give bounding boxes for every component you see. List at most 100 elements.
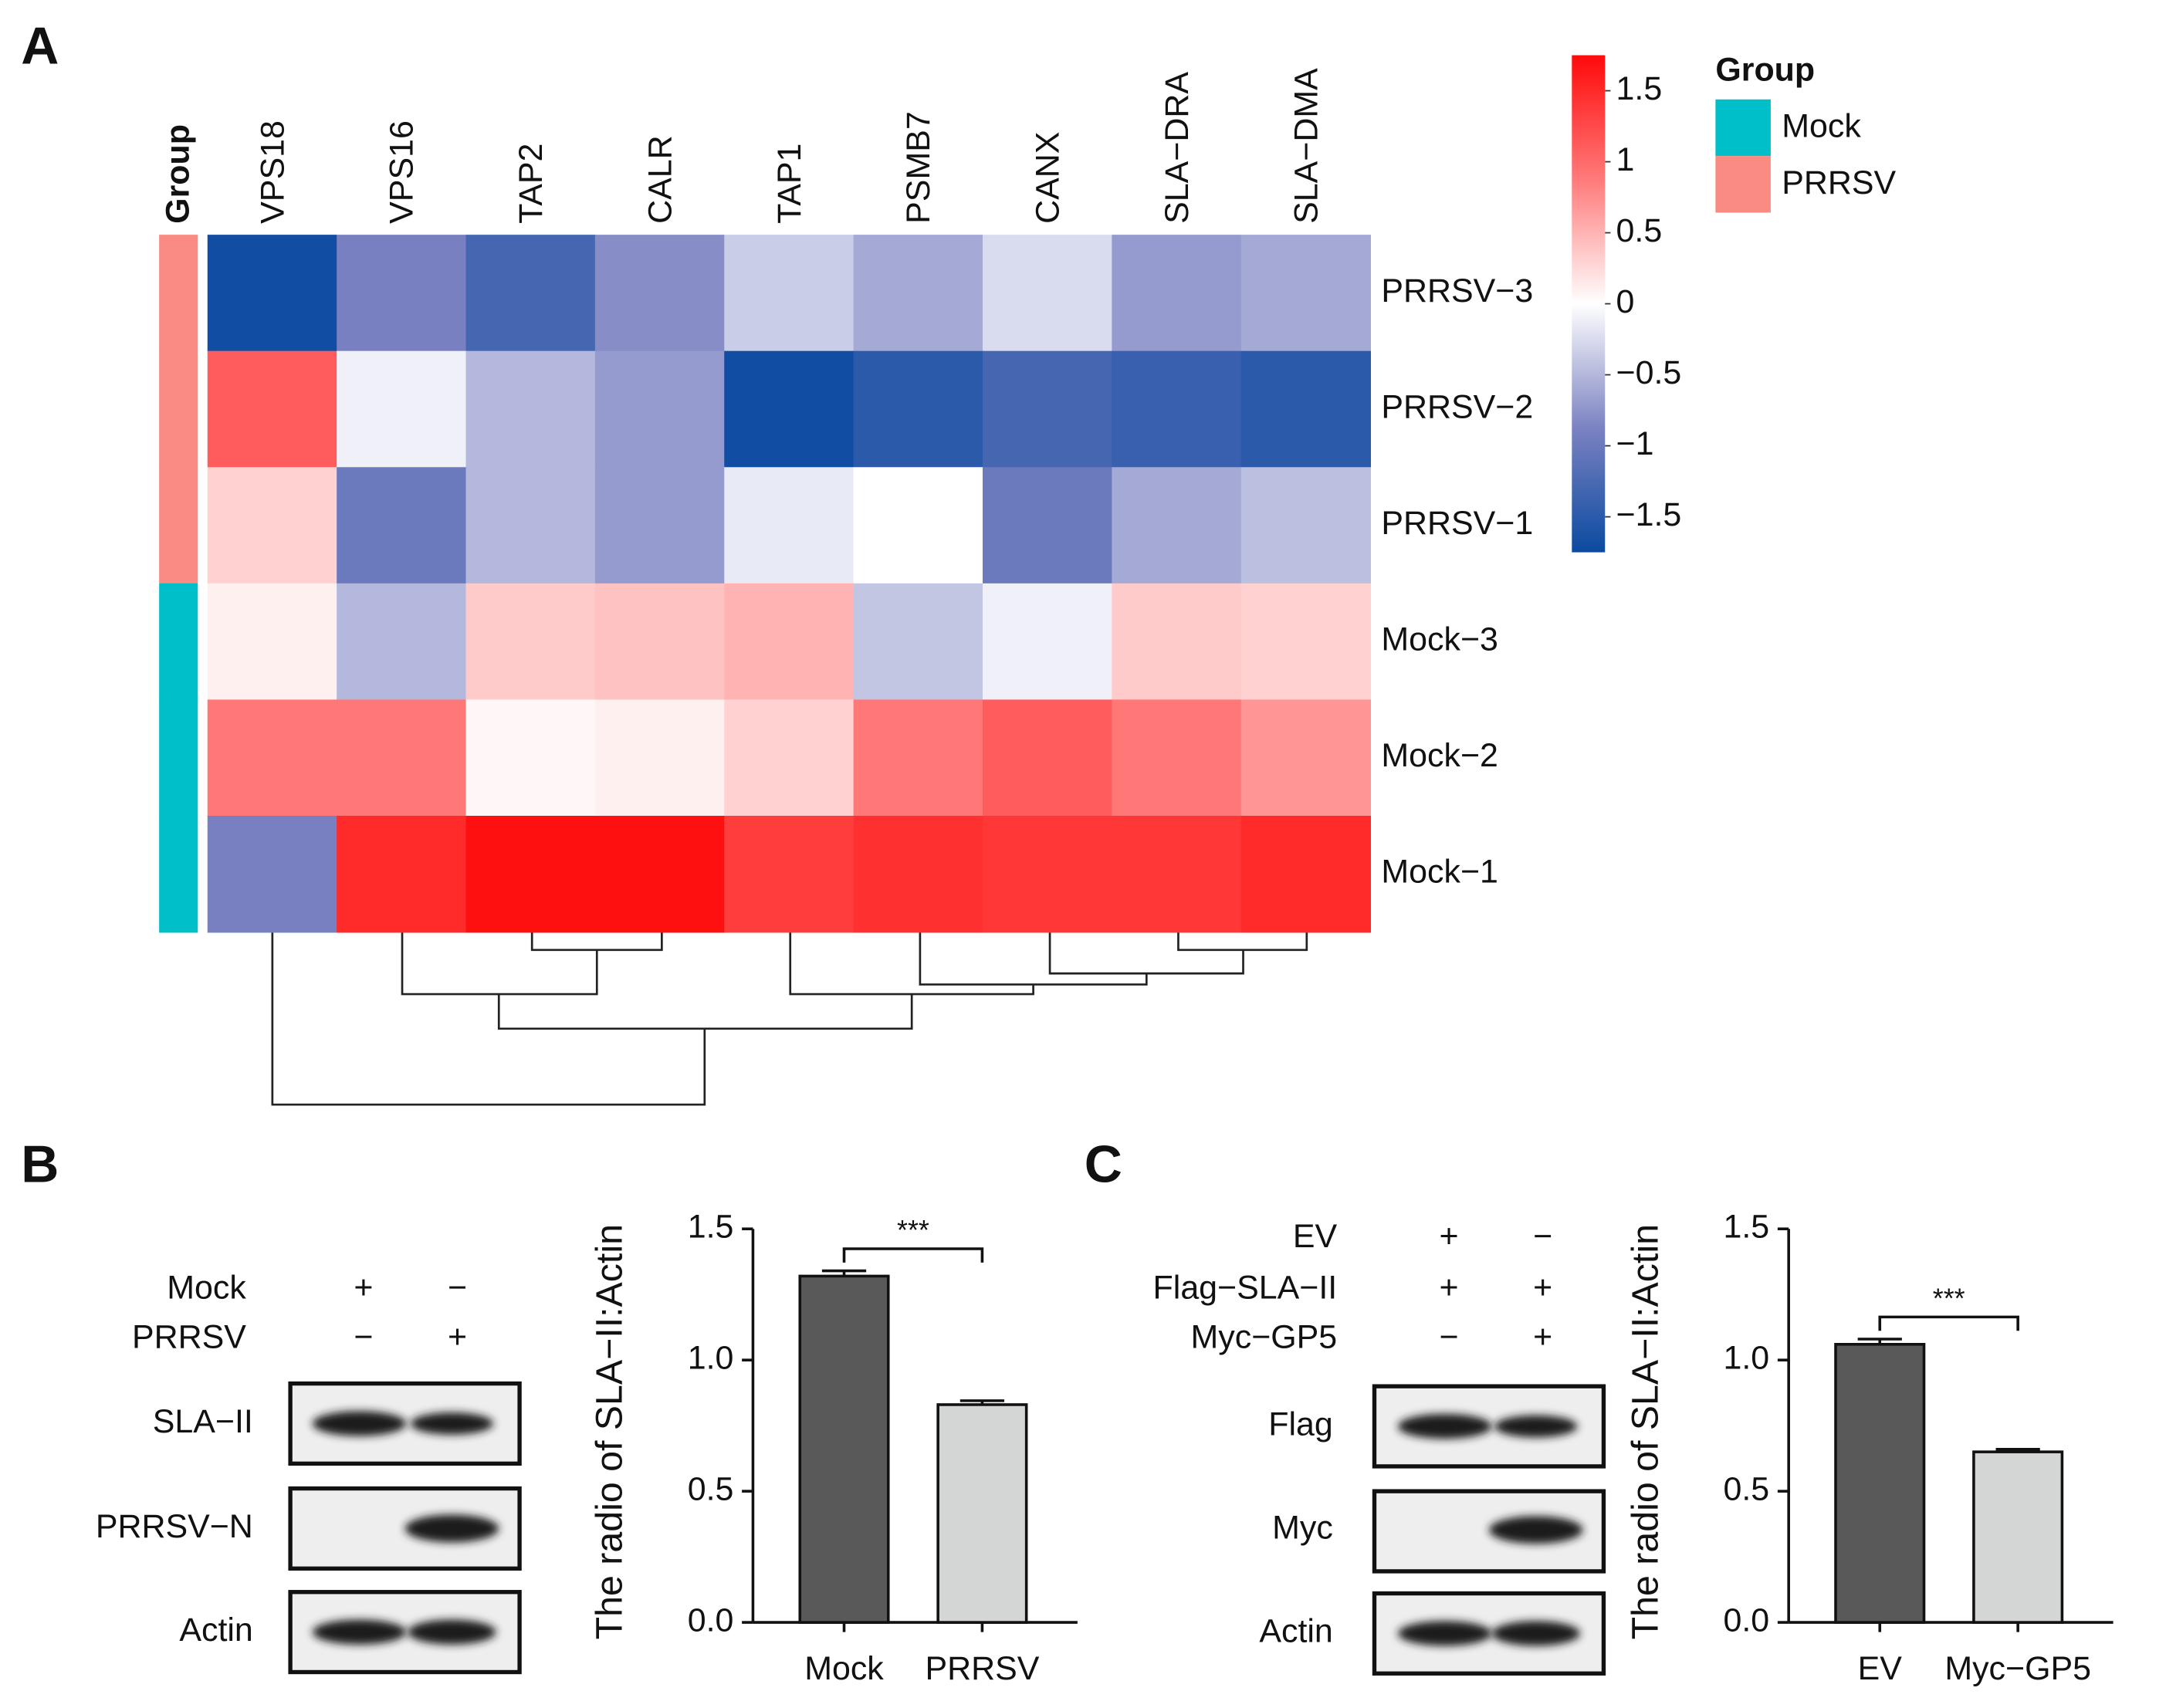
blot-label: Myc	[1272, 1510, 1333, 1547]
heatmap-cell	[465, 235, 596, 352]
group-cell	[159, 816, 198, 933]
legend-label: PRRSV	[1782, 164, 1896, 201]
heatmap-cell	[1112, 467, 1242, 584]
heatmap-cell	[1240, 235, 1372, 352]
condition-sign: −	[354, 1319, 373, 1356]
significance-bracket	[1878, 1315, 2019, 1331]
heatmap-cell	[207, 235, 338, 352]
condition-sign: +	[1440, 1269, 1459, 1306]
heatmap-cell	[1240, 699, 1372, 817]
heatmap-cell	[337, 467, 467, 584]
row-label: Mock−1	[1381, 854, 1498, 891]
heatmap-cell	[594, 583, 726, 701]
y-axis-label: The radio of SLA−II:Actin	[589, 1224, 631, 1639]
blot-label: Actin	[1259, 1613, 1332, 1650]
heatmap-cell	[982, 583, 1113, 701]
blot-band	[1397, 1621, 1492, 1646]
heatmap-cell	[1240, 350, 1372, 468]
heatmap-cell	[1112, 350, 1242, 468]
y-tick-label: 1.0	[688, 1340, 734, 1377]
significance-bracket	[842, 1247, 984, 1263]
heatmap-cell	[853, 350, 983, 468]
heatmap-cell	[1240, 583, 1372, 701]
condition-sign: +	[1440, 1218, 1459, 1255]
blot-band	[312, 1411, 407, 1436]
blot-band	[1488, 1516, 1583, 1544]
legend-label: Mock	[1782, 108, 1861, 145]
row-label: PRRSV−1	[1381, 505, 1533, 542]
condition-label: Mock	[167, 1269, 246, 1306]
y-tick-label: 1.0	[1723, 1340, 1769, 1377]
condition-sign: −	[1533, 1218, 1552, 1255]
heatmap-cell	[853, 699, 983, 817]
heatmap-cell	[853, 816, 983, 933]
condition-sign: +	[448, 1319, 467, 1356]
heatmap-cell	[853, 467, 983, 584]
condition-sign: +	[1533, 1319, 1552, 1356]
heatmap-cell	[724, 467, 855, 584]
heatmap-cell	[1112, 583, 1242, 701]
heatmap-cell	[337, 235, 467, 352]
heatmap-cell	[724, 583, 855, 701]
blot-label: PRRSV−N	[96, 1508, 253, 1545]
y-tick-label: 0.0	[688, 1601, 734, 1639]
condition-sign: −	[448, 1269, 467, 1306]
heatmap-cell	[594, 816, 726, 933]
heatmap-cell	[465, 350, 596, 468]
heatmap-cell	[337, 816, 467, 933]
heatmap-cell	[982, 699, 1113, 817]
panel-label: B	[21, 1135, 59, 1193]
colorbar-tick-label: −0.5	[1616, 354, 1682, 391]
column-label: PSMB7	[900, 111, 937, 224]
heatmap-cell	[1112, 235, 1242, 352]
colorbar-tick-label: 1.5	[1616, 70, 1663, 107]
heatmap-cell	[982, 350, 1113, 468]
condition-sign: +	[354, 1269, 373, 1306]
column-label: VPS16	[384, 120, 421, 224]
condition-label: EV	[1293, 1218, 1338, 1255]
heatmap-cell	[724, 350, 855, 468]
heatmap-cell	[1112, 699, 1242, 817]
heatmap-cell	[853, 583, 983, 701]
y-tick-label: 1.5	[688, 1209, 734, 1246]
colorbar-tick-label: 0	[1616, 283, 1635, 320]
heatmap-cell	[594, 350, 726, 468]
colorbar-tick-label: 1	[1616, 141, 1635, 178]
x-tick-label: PRRSV	[925, 1650, 1039, 1687]
bar	[1972, 1450, 2064, 1624]
column-label: SLA−DMA	[1288, 68, 1325, 224]
heatmap-cell	[207, 583, 338, 701]
x-tick-label: Mock	[804, 1650, 884, 1687]
blot-band	[408, 1619, 496, 1645]
row-label: PRRSV−2	[1381, 388, 1533, 425]
y-tick-label: 1.5	[1723, 1209, 1769, 1246]
heatmap-cell	[1240, 816, 1372, 933]
condition-sign: −	[1440, 1319, 1459, 1356]
x-tick-label: Myc−GP5	[1944, 1650, 2091, 1687]
legend-title: Group	[1715, 51, 1815, 88]
column-label: CANX	[1030, 132, 1067, 224]
condition-sign: +	[1533, 1269, 1552, 1306]
condition-label: Myc−GP5	[1191, 1319, 1338, 1356]
column-label: TAP1	[771, 144, 808, 224]
colorbar	[1572, 55, 1606, 553]
column-label: CALR	[641, 135, 679, 224]
bar	[798, 1274, 890, 1624]
heatmap-cell	[465, 699, 596, 817]
blot-band	[1397, 1413, 1492, 1439]
blot-band	[404, 1514, 499, 1543]
heatmap-cell	[465, 816, 596, 933]
group-column-label: Group	[159, 124, 196, 224]
colorbar-tick-label: −1.5	[1616, 496, 1682, 533]
y-tick-label: 0.5	[688, 1470, 734, 1507]
heatmap-cell	[982, 235, 1113, 352]
panel-label: C	[1085, 1135, 1122, 1193]
legend-swatch	[1715, 156, 1771, 213]
heatmap-cell	[465, 583, 596, 701]
y-tick-label: 0.0	[1723, 1601, 1769, 1639]
significance-label: ***	[897, 1215, 929, 1246]
blot-label: SLA−II	[153, 1403, 253, 1440]
heatmap-cell	[724, 816, 855, 933]
heatmap-cell	[594, 699, 726, 817]
group-cell	[159, 350, 198, 468]
